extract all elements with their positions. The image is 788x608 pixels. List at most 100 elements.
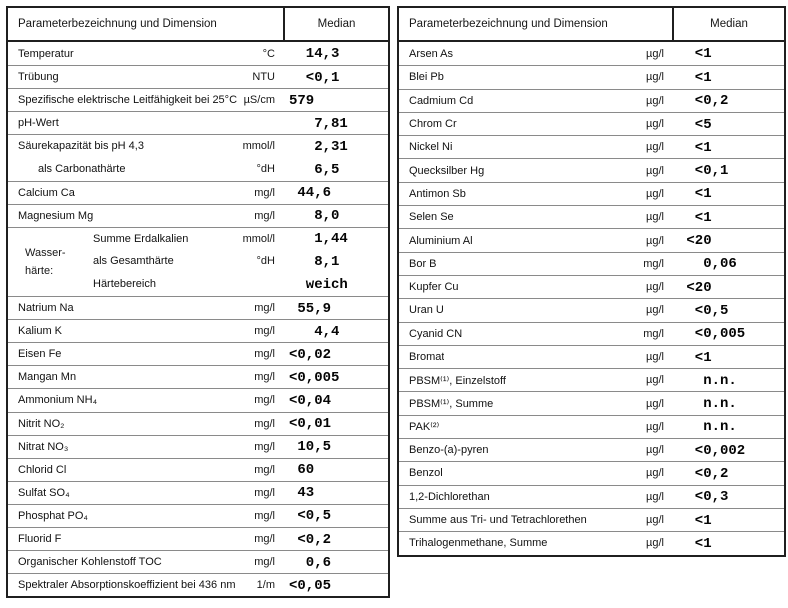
table-row: Chlorid Cl mg/l 60 xyxy=(8,457,388,481)
unit-label: µg/l xyxy=(646,537,664,550)
median-value: 1,44 xyxy=(289,231,348,248)
parameter-cell: Natrium Na mg/l xyxy=(8,297,283,319)
unit-label: µg/l xyxy=(646,141,664,154)
median-value: <20 xyxy=(678,233,712,250)
parameter-cell: Bromat µg/l xyxy=(399,346,672,368)
unit-label: µg/l xyxy=(646,467,664,480)
table-row: Spezifische elektrische Leitfähigkeit be… xyxy=(8,88,388,111)
parameter-label: pH-Wert xyxy=(18,117,59,130)
parameter-cell: Summe Erdalkalien mmol/l xyxy=(8,228,283,250)
table-row: Benzo-(a)-pyren µg/l <0,002 xyxy=(399,438,784,461)
right-parameter-table: Parameterbezeichnung und Dimension Media… xyxy=(397,6,786,557)
group-label-line1: Wasser- xyxy=(25,247,66,259)
median-value: <0,1 xyxy=(678,163,729,180)
table-row: Selen Se µg/l <1 xyxy=(399,205,784,228)
median-value: <0,2 xyxy=(678,93,729,110)
median-value: 7,81 xyxy=(289,115,348,132)
parameter-cell: Fluorid F mg/l xyxy=(8,528,283,550)
parameter-cell: Härtebereich xyxy=(8,273,283,296)
median-value: <0,005 xyxy=(289,369,340,386)
table-row: Sulfat SO₄ mg/l 43 xyxy=(8,480,388,504)
median-value: <1 xyxy=(678,46,712,63)
parameter-cell: Cadmium Cd µg/l xyxy=(399,90,672,112)
parameter-cell: Benzo-(a)-pyren µg/l xyxy=(399,439,672,461)
parameter-label: Spezifische elektrische Leitfähigkeit be… xyxy=(18,94,238,107)
parameter-label: als Carbonathärte xyxy=(38,163,126,176)
left-parameter-table: Parameterbezeichnung und Dimension Media… xyxy=(6,6,390,599)
parameter-label: Nitrit NO₂ xyxy=(18,417,65,430)
median-value: <0,1 xyxy=(289,69,340,86)
parameter-label: als Gesamthärte xyxy=(93,255,174,268)
median-value: 44,6 xyxy=(289,185,332,202)
parameter-label: Natrium Na xyxy=(18,302,74,315)
unit-label: mg/l xyxy=(254,509,275,522)
table-row: Spektraler Absorptionskoeffizient bei 43… xyxy=(8,573,388,596)
parameter-cell: Kalium K mg/l xyxy=(8,320,283,342)
unit-label: µg/l xyxy=(646,304,664,317)
median-value: <0,04 xyxy=(289,392,332,409)
unit-label: mg/l xyxy=(643,257,664,270)
unit-label: mg/l xyxy=(254,186,275,199)
median-value: 6,5 xyxy=(289,161,340,178)
parameter-cell: Trübung NTU xyxy=(8,66,283,88)
unit-label: µS/cm xyxy=(243,94,275,107)
median-value: <0,5 xyxy=(678,302,729,319)
parameter-label: Antimon Sb xyxy=(409,187,466,200)
parameter-label: Benzol xyxy=(409,467,443,480)
table-row: Quecksilber Hg µg/l <0,1 xyxy=(399,158,784,181)
parameter-cell: Aluminium Al µg/l xyxy=(399,229,672,251)
median-value: <1 xyxy=(678,512,712,529)
unit-label: µg/l xyxy=(646,234,664,247)
unit-label: µg/l xyxy=(646,351,664,363)
table-row: Trihalogenmethane, Summe µg/l <1 xyxy=(399,531,784,554)
unit-label: µg/l xyxy=(646,118,664,131)
parameter-label: Härtebereich xyxy=(93,278,156,291)
parameter-label: Eisen Fe xyxy=(18,348,62,361)
parameter-label: Nitrat NO₃ xyxy=(18,440,69,453)
table-body: Temperatur °C 14,3 Trübung NTU <0,1 Spez… xyxy=(8,42,388,596)
parameter-label: Bor B xyxy=(409,257,437,270)
median-value: <0,2 xyxy=(678,465,729,482)
parameter-cell: PBSM⁽¹⁾, Einzelstoff µg/l xyxy=(399,369,672,391)
parameter-label: PAK⁽²⁾ xyxy=(409,421,440,434)
table-row: Arsen As µg/l <1 xyxy=(399,42,784,65)
median-value: 0,06 xyxy=(678,256,737,273)
unit-label: °C xyxy=(262,47,275,60)
parameter-label: Kalium K xyxy=(18,325,63,338)
median-value: 43 xyxy=(289,485,315,502)
unit-label: NTU xyxy=(252,71,275,84)
unit-label: mg/l xyxy=(254,394,275,407)
table-row: Chrom Cr µg/l <5 xyxy=(399,111,784,135)
median-value: <20 xyxy=(678,279,712,296)
parameter-cell: PAK⁽²⁾ µg/l xyxy=(399,416,672,438)
table-row: Cadmium Cd µg/l <0,2 xyxy=(399,88,784,112)
parameter-label: Ammonium NH₄ xyxy=(18,394,98,407)
parameter-label: Trihalogenmethane, Summe xyxy=(409,537,548,550)
unit-label: mg/l xyxy=(254,440,275,453)
unit-label: mmol/l xyxy=(242,140,275,153)
table-body: Arsen As µg/l <1 Blei Pb µg/l <1 Cadmium… xyxy=(399,42,784,555)
table-row: 1,2-Dichlorethan µg/l <0,3 xyxy=(399,484,784,508)
column-header-median: Median xyxy=(283,8,388,40)
table-row: Bor B mg/l 0,06 xyxy=(399,251,784,275)
unit-label: µg/l xyxy=(646,47,664,60)
parameter-cell: Temperatur °C xyxy=(8,42,283,65)
unit-label: µg/l xyxy=(646,397,664,410)
parameter-cell: Blei Pb µg/l xyxy=(399,66,672,88)
median-value: 55,9 xyxy=(289,300,332,317)
unit-label: 1/m xyxy=(256,579,275,592)
parameter-label: Nickel Ni xyxy=(409,141,453,154)
table-header-row: Parameterbezeichnung und Dimension Media… xyxy=(399,8,784,42)
unit-label: mg/l xyxy=(254,371,275,384)
unit-label: mmol/l xyxy=(242,232,275,245)
median-value: <1 xyxy=(678,186,712,203)
unit-label: µg/l xyxy=(646,490,664,503)
parameter-cell: Trihalogenmethane, Summe µg/l xyxy=(399,532,672,554)
table-header-row: Parameterbezeichnung und Dimension Media… xyxy=(8,8,388,42)
parameter-cell: Spektraler Absorptionskoeffizient bei 43… xyxy=(8,574,283,596)
parameter-label: Arsen As xyxy=(409,47,454,60)
parameter-cell: Kupfer Cu µg/l xyxy=(399,276,672,298)
parameter-label: Bromat xyxy=(409,351,445,363)
table-row: Magnesium Mg mg/l 8,0 xyxy=(8,203,388,227)
median-value: 8,1 xyxy=(289,253,340,270)
